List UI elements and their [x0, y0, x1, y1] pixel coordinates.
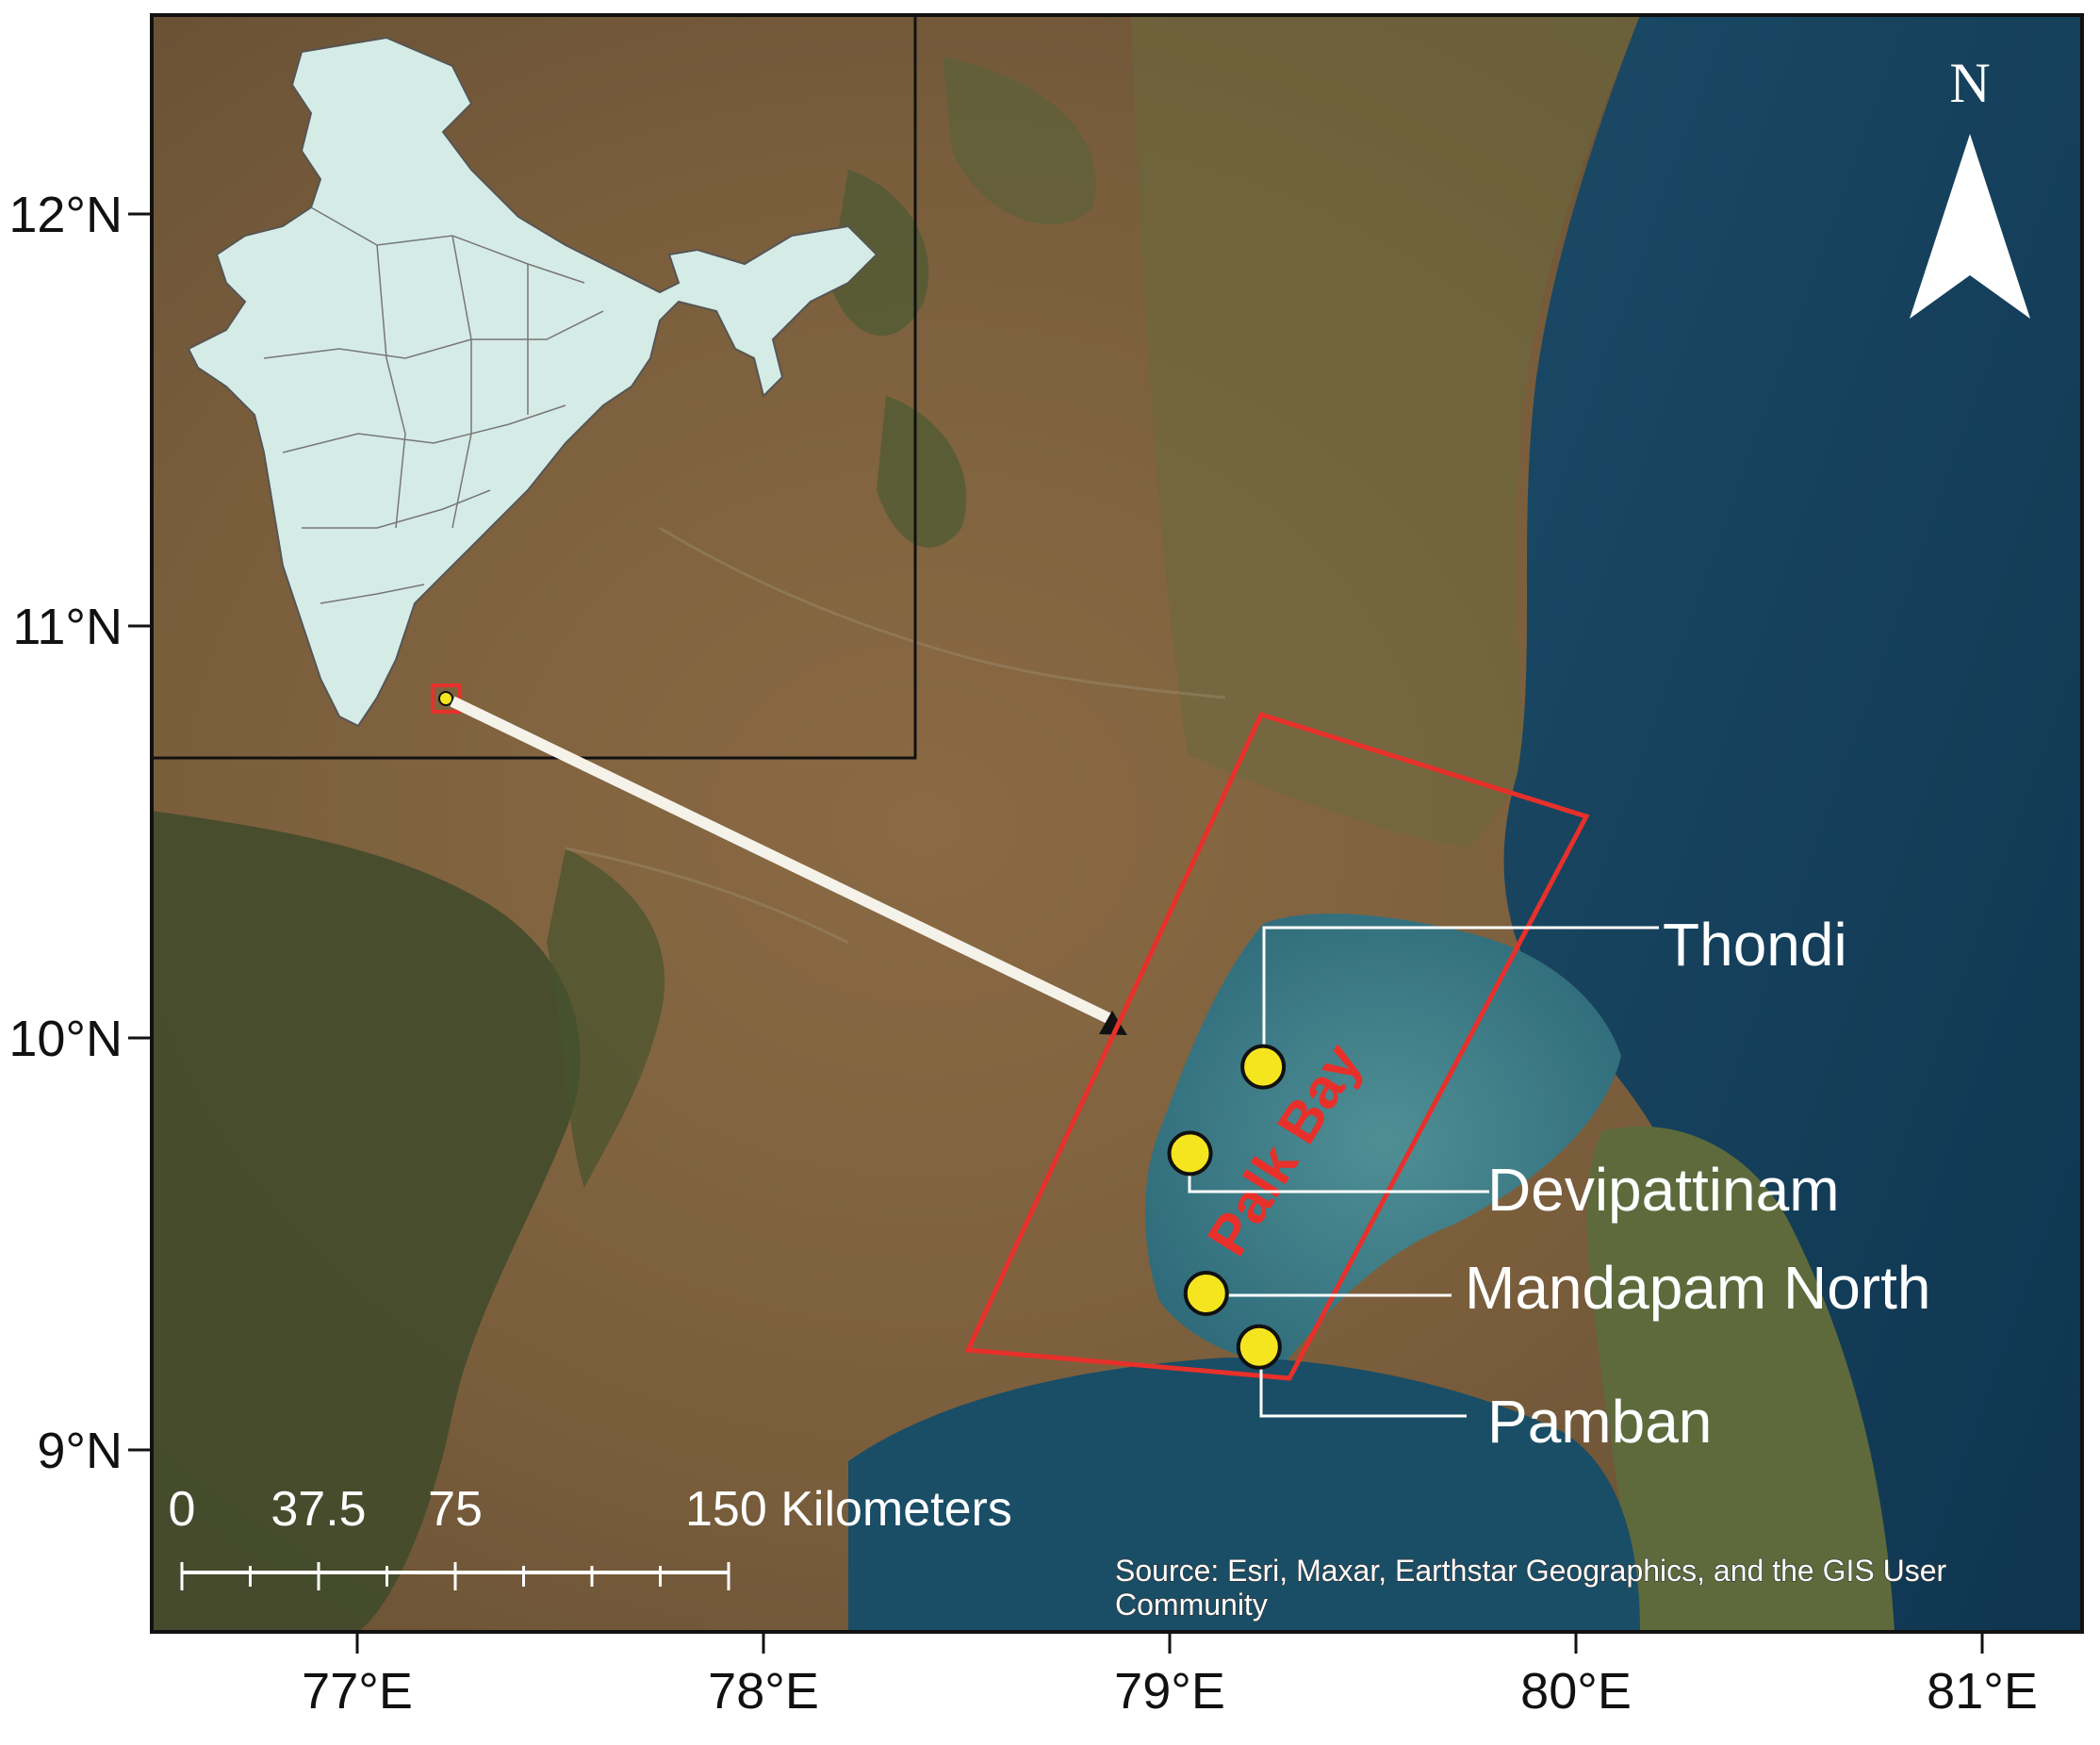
- site-marker-devipattinam: [1167, 1130, 1213, 1177]
- north-arrow-icon: [1910, 134, 2030, 319]
- site-label-thondi: Thondi: [1663, 911, 1847, 979]
- site-marker-mandapam-north: [1183, 1270, 1229, 1316]
- source-line-2: Community: [1115, 1588, 1268, 1622]
- north-arrow: N: [1910, 52, 2030, 319]
- site-label-mandapam-north: Mandapam North: [1465, 1254, 1930, 1322]
- site-labels: Thondi Devipattinam Mandapam North Pamba…: [1465, 911, 1930, 1456]
- lon-tick-label: 77°E: [302, 1663, 413, 1720]
- longitude-ticks: 77°E 78°E 79°E 80°E 81°E: [302, 1632, 2038, 1720]
- site-label-devipattinam: Devipattinam: [1487, 1156, 1840, 1224]
- latitude-ticks: 12°N 11°N 10°N 9°N: [8, 187, 152, 1479]
- site-markers: [1167, 1044, 1287, 1370]
- connector-arrow: [450, 696, 1127, 1035]
- lat-tick-label: 10°N: [8, 1011, 123, 1067]
- lon-tick-label: 78°E: [708, 1663, 819, 1720]
- lon-tick-label: 80°E: [1520, 1663, 1632, 1720]
- north-label: N: [1949, 52, 1990, 114]
- study-area-polygon: [964, 711, 1590, 1381]
- state-boundaries: [263, 206, 604, 604]
- lat-tick-label: 11°N: [12, 599, 123, 655]
- source-attribution: Source: Esri, Maxar, Earthstar Geographi…: [1114, 1553, 1947, 1622]
- inset-location-dot: [438, 691, 453, 706]
- arrowhead-icon: [1099, 1011, 1127, 1035]
- lon-tick-label: 81°E: [1927, 1663, 2038, 1720]
- lat-tick-label: 12°N: [8, 187, 123, 243]
- lat-tick-label: 9°N: [37, 1423, 123, 1479]
- scale-label-150-kilometers: 150 Kilometers: [685, 1482, 1012, 1537]
- scale-label-75: 75: [428, 1482, 483, 1537]
- source-line-1: Source: Esri, Maxar, Earthstar Geographi…: [1115, 1554, 1947, 1588]
- inset-map: [150, 13, 917, 760]
- scale-bar: 0 37.5 75 150 Kilometers: [169, 1482, 1012, 1590]
- map-frame: [150, 13, 2084, 1634]
- inset-frame: [150, 13, 917, 760]
- scale-label-37-5: 37.5: [271, 1482, 366, 1537]
- lon-tick-label: 79°E: [1114, 1663, 1225, 1720]
- site-marker-thondi: [1240, 1044, 1287, 1090]
- site-label-pamban: Pamban: [1487, 1388, 1712, 1456]
- scale-label-0: 0: [169, 1482, 196, 1537]
- india-outline: [187, 36, 878, 728]
- site-marker-pamban: [1236, 1324, 1282, 1370]
